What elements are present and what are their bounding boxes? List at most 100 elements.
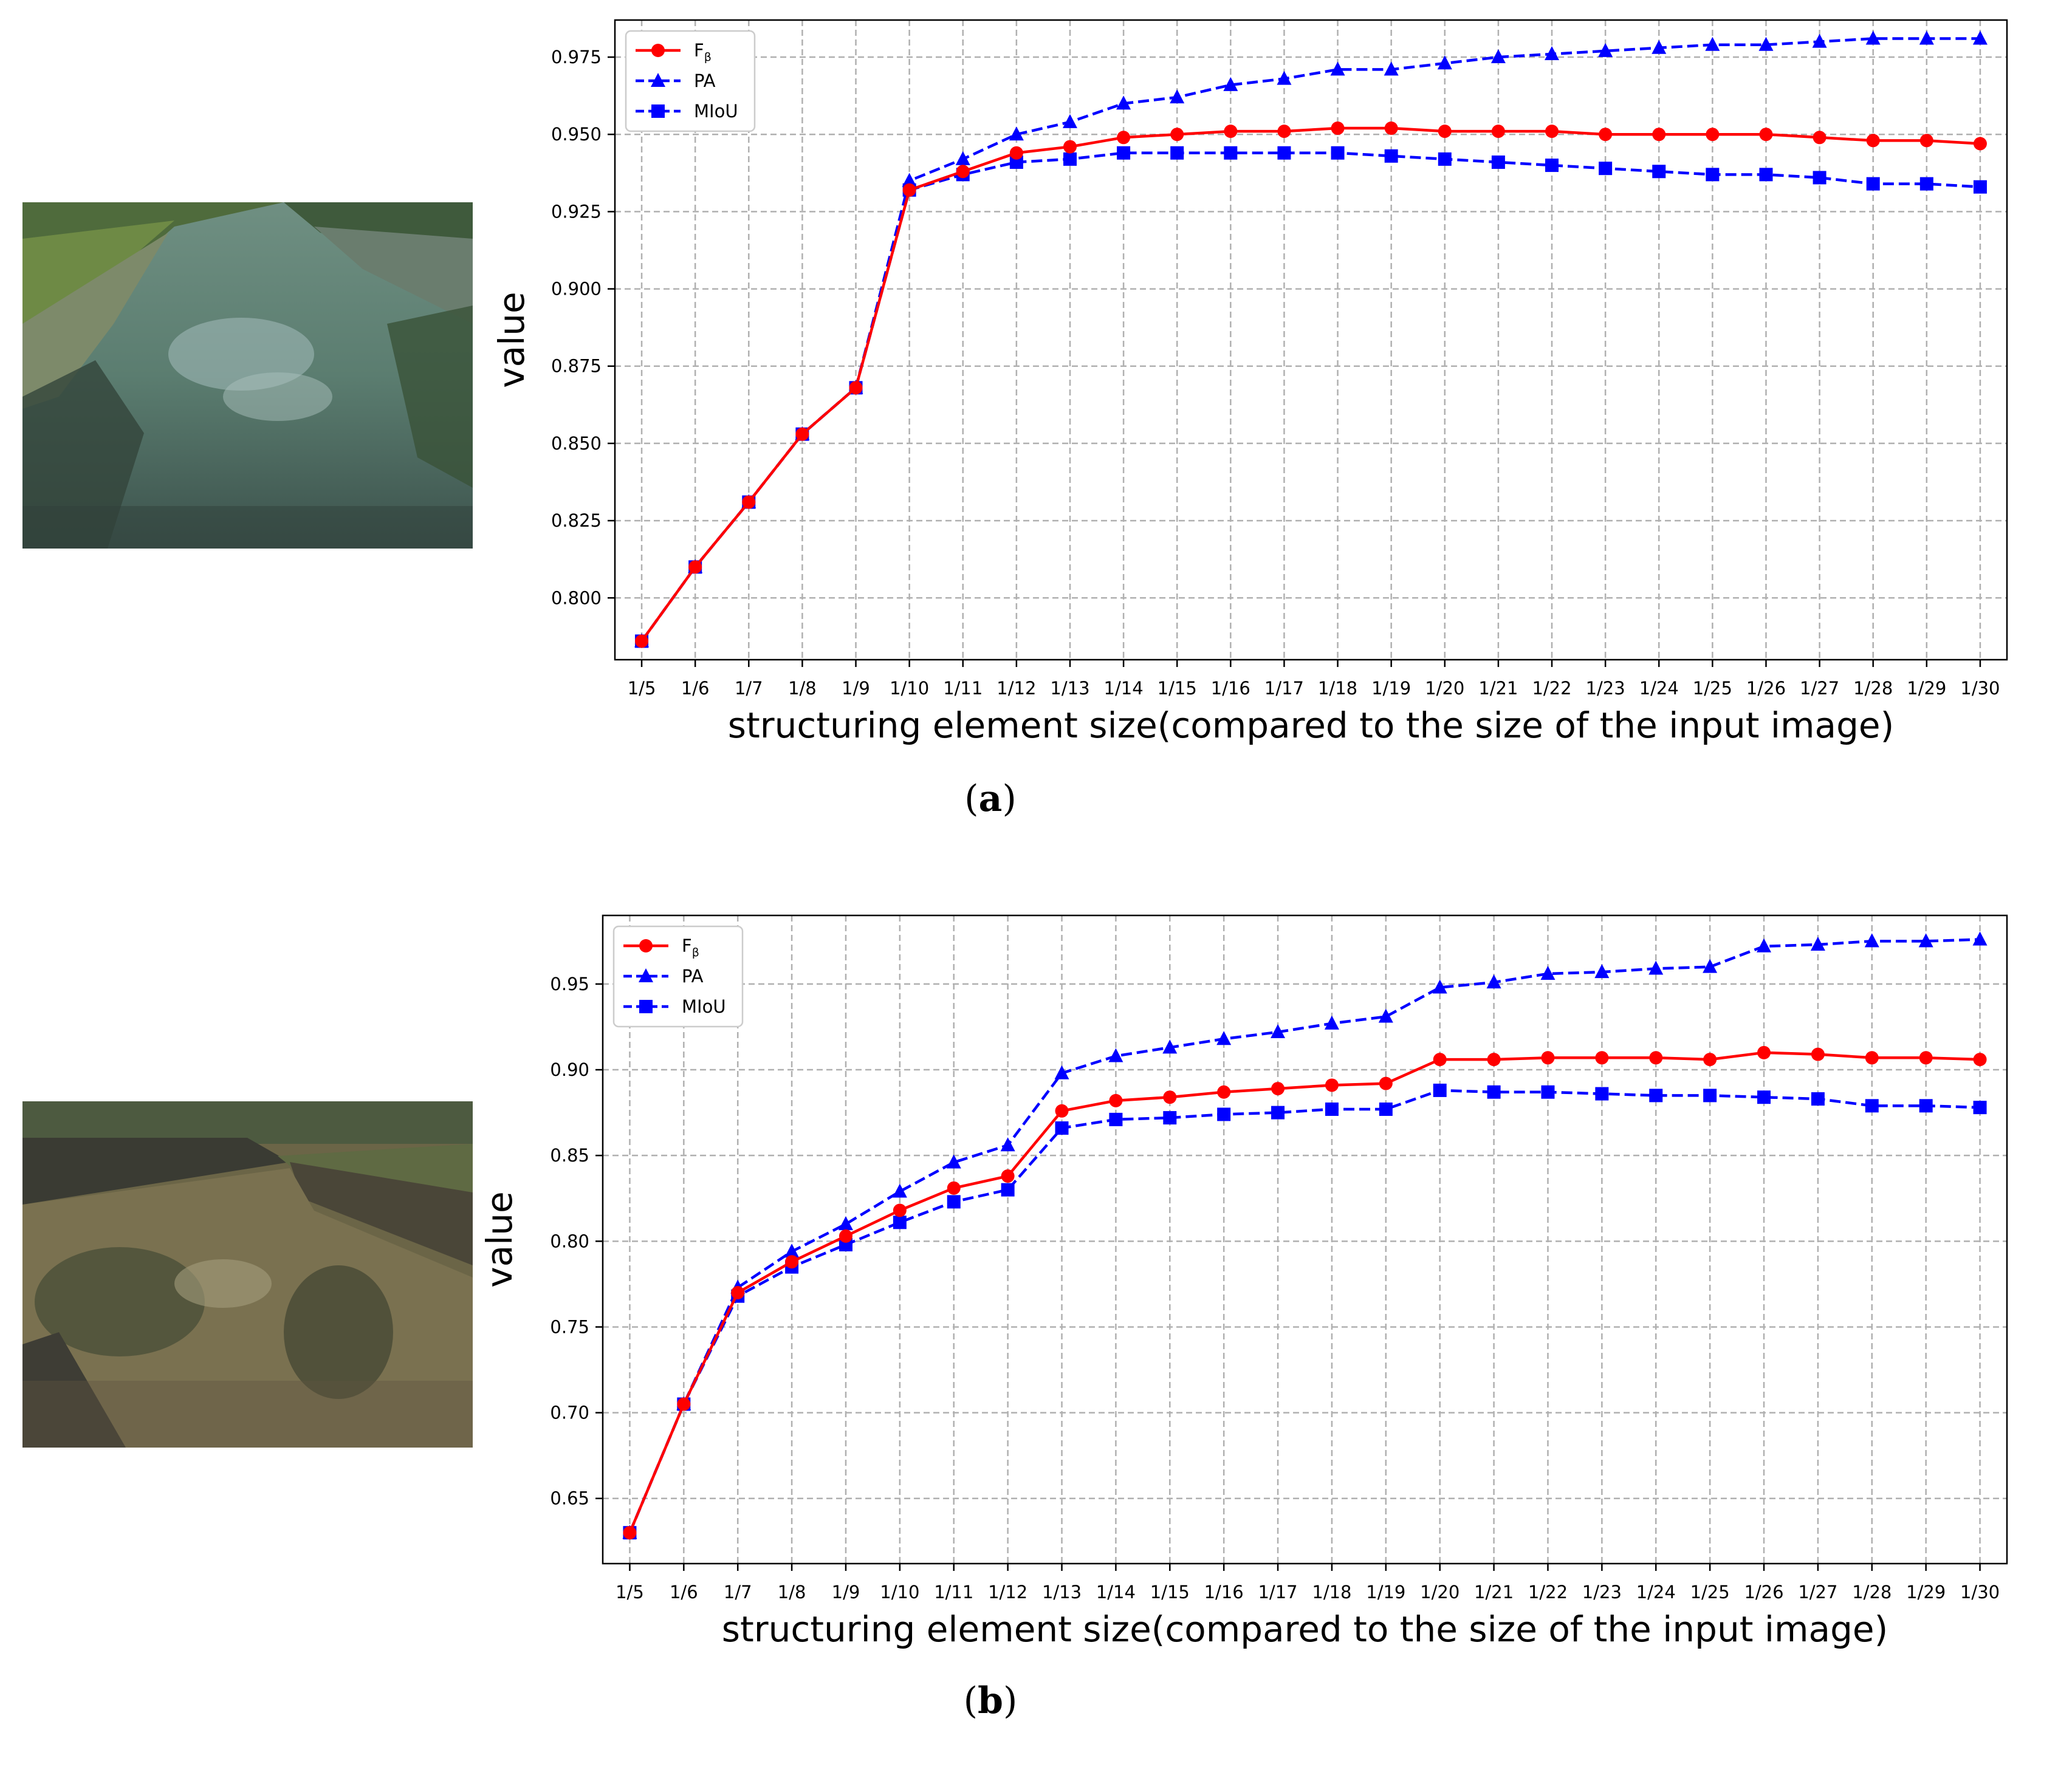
data-point-f — [1271, 1082, 1285, 1096]
y-tick-label: 0.825 — [551, 510, 602, 531]
data-point-f — [1865, 1051, 1879, 1065]
data-point-pa — [1919, 30, 1934, 45]
x-tick-label: 1/30 — [1960, 1582, 2000, 1602]
data-point-miou — [1811, 1092, 1825, 1106]
x-tick-label: 1/30 — [1960, 678, 2000, 699]
x-tick-label: 1/26 — [1744, 1582, 1783, 1602]
x-tick-label: 1/22 — [1528, 1582, 1568, 1602]
data-point-miou — [893, 1216, 907, 1229]
x-tick-label: 1/26 — [1746, 678, 1786, 699]
caption-b: (b) — [963, 1680, 1018, 1722]
data-point-f — [1063, 140, 1077, 154]
data-point-pa — [1972, 931, 1988, 946]
data-point-miou — [1706, 168, 1720, 182]
x-tick-label: 1/14 — [1096, 1582, 1136, 1602]
data-point-pa — [1116, 95, 1131, 110]
data-point-f — [1217, 1085, 1231, 1099]
y-tick-label: 0.70 — [550, 1403, 589, 1423]
data-point-f — [742, 495, 756, 509]
y-tick-label: 0.75 — [550, 1316, 589, 1337]
x-tick-label: 1/7 — [735, 678, 763, 699]
data-point-pa — [1540, 965, 1556, 980]
data-point-miou — [1055, 1121, 1069, 1135]
y-tick-label: 0.65 — [550, 1488, 589, 1509]
x-tick-label: 1/28 — [1852, 1582, 1892, 1602]
data-point-pa — [1545, 46, 1560, 60]
plot-frame — [602, 914, 2008, 1565]
data-point-f — [1379, 1076, 1393, 1090]
x-axis-label: structuring element size(compared to the… — [722, 1609, 1888, 1650]
data-point-miou — [1652, 165, 1666, 179]
data-point-miou — [1170, 146, 1184, 160]
data-point-f — [849, 381, 863, 395]
data-point-f — [1919, 134, 1933, 148]
x-tick-label: 1/16 — [1204, 1582, 1244, 1602]
data-point-miou — [1325, 1102, 1339, 1116]
x-tick-label: 1/29 — [1907, 678, 1946, 699]
x-tick-label: 1/27 — [1800, 678, 1839, 699]
x-tick-label: 1/11 — [934, 1582, 973, 1602]
y-tick-label: 0.975 — [551, 47, 602, 67]
data-point-pa — [1223, 77, 1238, 91]
river-photo-b — [22, 1101, 473, 1448]
chart-a: 1/5 1/6 1/7 1/8 1/9 1/10 1/11 1/12 1/13 1/14 1/15 1… — [491, 19, 2008, 746]
data-point-f — [1811, 1047, 1825, 1061]
plot-area — [615, 20, 2007, 660]
legend-marker-miou — [639, 1000, 653, 1013]
y-tick-label: 0.925 — [551, 201, 602, 222]
x-tick-label: 1/8 — [778, 1582, 806, 1602]
data-point-pa — [1162, 1039, 1178, 1054]
data-point-f — [1331, 121, 1345, 135]
x-tick-label: 1/11 — [943, 678, 983, 699]
x-tick-label: 1/20 — [1420, 1582, 1459, 1602]
x-tick-label: 1/14 — [1104, 678, 1144, 699]
x-tick-label: 1/15 — [1158, 678, 1197, 699]
data-point-f — [1595, 1051, 1609, 1065]
data-point-f — [893, 1203, 907, 1217]
x-tick-label: 1/8 — [788, 678, 817, 699]
x-tick-label: 1/13 — [1050, 678, 1089, 699]
data-point-miou — [1595, 1087, 1609, 1101]
river-photo-b-drawing — [22, 1101, 473, 1448]
y-tick-label: 0.950 — [551, 124, 602, 145]
data-point-miou — [1063, 152, 1077, 166]
data-point-miou — [1759, 168, 1773, 182]
data-point-miou — [1384, 149, 1398, 163]
data-point-miou — [1109, 1112, 1123, 1126]
x-tick-label: 1/12 — [988, 1582, 1027, 1602]
data-point-f — [1224, 125, 1238, 139]
data-point-f — [1813, 131, 1826, 145]
legend-marker-pa — [651, 73, 665, 87]
x-tick-label: 1/6 — [670, 1582, 698, 1602]
data-point-pa — [1812, 33, 1827, 48]
data-point-miou — [1271, 1106, 1285, 1120]
legend-label-pa: PA — [694, 70, 716, 91]
x-tick-label: 1/13 — [1042, 1582, 1082, 1602]
x-tick-label: 1/21 — [1478, 678, 1518, 699]
x-tick-label: 1/22 — [1532, 678, 1571, 699]
data-point-pa — [1648, 960, 1664, 975]
x-tick-label: 1/15 — [1150, 1582, 1190, 1602]
data-point-f — [947, 1181, 961, 1195]
data-point-pa — [1009, 126, 1024, 141]
x-tick-label: 1/5 — [616, 1582, 644, 1602]
data-point-miou — [1438, 152, 1452, 166]
x-tick-label: 1/24 — [1636, 1582, 1676, 1602]
data-point-f — [956, 165, 970, 179]
data-point-miou — [1217, 1107, 1231, 1121]
x-tick-label: 1/17 — [1258, 1582, 1297, 1602]
data-point-pa — [1486, 974, 1501, 989]
data-point-pa — [1108, 1048, 1123, 1062]
x-tick-label: 1/7 — [724, 1582, 752, 1602]
legend-marker-f — [639, 939, 653, 952]
plot-frame — [614, 19, 2008, 661]
x-tick-label: 1/10 — [890, 678, 929, 699]
data-point-f — [902, 183, 916, 197]
data-point-pa — [1864, 933, 1879, 948]
x-tick-label: 1/28 — [1853, 678, 1893, 699]
y-tick-label: 0.80 — [550, 1231, 589, 1251]
data-point-f — [731, 1286, 745, 1300]
data-point-pa — [1918, 933, 1933, 948]
legend-marker-pa — [639, 968, 653, 982]
